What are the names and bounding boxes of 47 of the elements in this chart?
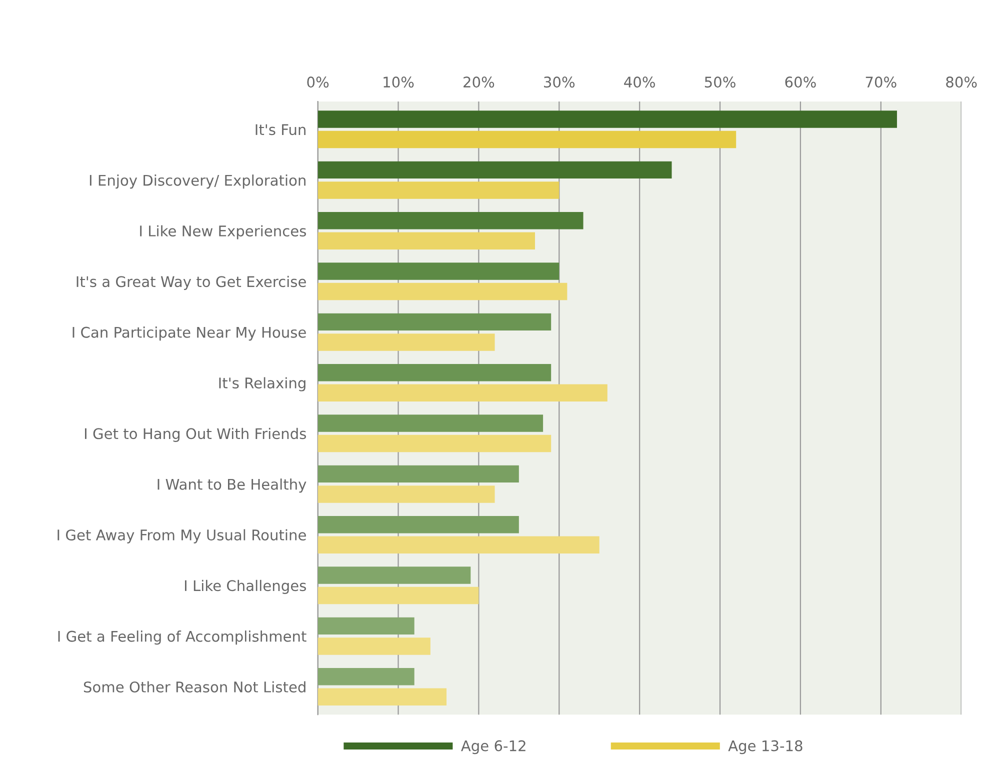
x-tick-label: 70% [866, 76, 896, 88]
bar [318, 434, 552, 452]
y-tick-label: I Can Participate Near My House [72, 326, 306, 341]
x-tick-label: 20% [464, 76, 494, 88]
bar [318, 232, 536, 250]
y-tick-label: I Want to Be Healthy [158, 478, 306, 493]
bar [318, 566, 471, 584]
x-tick-label: 10% [384, 76, 414, 88]
y-tick-label: I Get Away From My Usual Routine [58, 529, 306, 544]
x-tick-label: 0% [307, 76, 329, 88]
y-tick-label: I Get a Feeling of Accomplishment [58, 630, 306, 645]
text: Age 6-12 [461, 740, 526, 754]
bar [318, 212, 584, 230]
y-tick-label: I Get to Hang Out With Friends [85, 428, 306, 442]
bar [318, 638, 430, 655]
bar [318, 384, 608, 402]
bar [318, 617, 414, 635]
bar [318, 364, 552, 382]
bar [318, 130, 736, 148]
y-tick-label: It's Fun [256, 124, 306, 136]
bar [318, 110, 897, 128]
y-tick-label: I Enjoy Discovery/ Exploration [90, 174, 306, 189]
bar [318, 161, 672, 179]
bar [318, 465, 519, 483]
x-tick-label: 40% [624, 76, 655, 88]
bar [318, 182, 560, 199]
bar [318, 282, 568, 300]
y-tick-label: I Like Challenges [184, 580, 306, 594]
x-tick-label: 80% [946, 76, 977, 88]
x-tick-label: 50% [704, 76, 736, 88]
x-tick-label: 30% [544, 76, 575, 88]
y-tick-label: I Like New Experiences [140, 225, 306, 240]
bar [318, 586, 479, 604]
bar [318, 414, 544, 432]
bar [318, 313, 552, 331]
bar [318, 262, 560, 280]
y-tick-label: It's a Great Way to Get Exercise [76, 276, 306, 290]
y-tick-label: It's Relaxing [219, 377, 306, 392]
bar [318, 688, 447, 706]
bar [318, 334, 495, 351]
bar [318, 536, 600, 554]
bar [318, 486, 495, 503]
text: Age 13-18 [728, 740, 802, 754]
bar [318, 668, 414, 686]
bar [318, 516, 519, 534]
x-tick-label: 60% [785, 76, 816, 88]
y-tick-label: Some Other Reason Not Listed [84, 681, 306, 692]
